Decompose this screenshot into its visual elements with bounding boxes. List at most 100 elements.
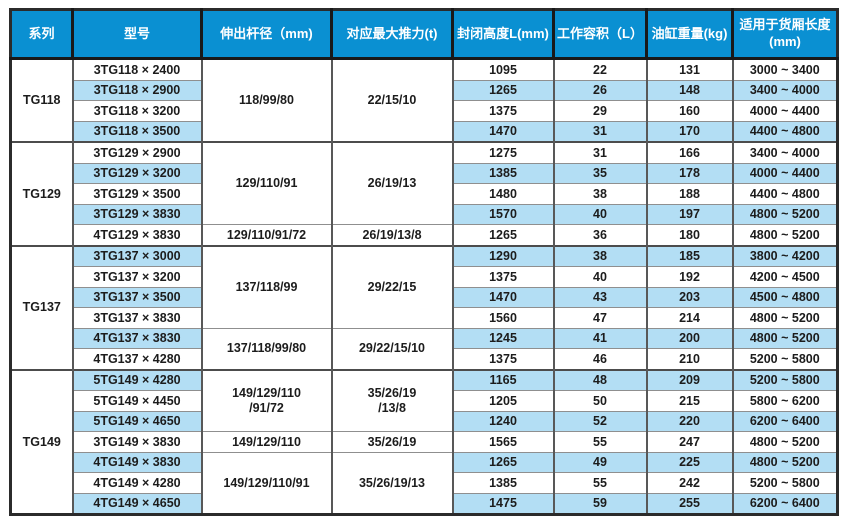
box-length-cell: 5200 ~ 5800: [731, 348, 838, 370]
closed-height-cell: 1265: [451, 451, 554, 473]
col-header-box-length: 适用于货厢长度 (mm): [731, 9, 838, 60]
box-length-cell: 3400 ~ 4000: [731, 141, 838, 163]
model-cell: 3TG149 × 3830: [71, 431, 202, 452]
thrust-cell: 29/22/15: [330, 244, 453, 328]
closed-height-cell: 1470: [451, 120, 554, 142]
working-volume-cell: 36: [552, 224, 647, 246]
closed-height-cell: 1385: [451, 162, 554, 184]
cylinder-weight-cell: 209: [645, 368, 733, 391]
series-cell: TG149: [9, 368, 73, 515]
box-length-cell: 4800 ~ 5200: [731, 431, 838, 452]
thrust-cell: 26/19/13/8: [330, 224, 453, 246]
working-volume-cell: 38: [552, 244, 647, 267]
closed-height-cell: 1560: [451, 307, 554, 328]
model-cell: 5TG149 × 4650: [71, 410, 202, 432]
box-length-cell: 3400 ~ 4000: [731, 79, 838, 101]
model-cell: 3TG137 × 3000: [71, 244, 202, 267]
closed-height-cell: 1265: [451, 224, 554, 246]
working-volume-cell: 35: [552, 162, 647, 184]
working-volume-cell: 40: [552, 203, 647, 225]
col-header-working-volume: 工作容积（L）: [552, 9, 647, 60]
closed-height-cell: 1265: [451, 79, 554, 101]
box-length-cell: 6200 ~ 6400: [731, 410, 838, 432]
closed-height-cell: 1240: [451, 410, 554, 432]
closed-height-cell: 1475: [451, 492, 554, 515]
table-row: 3TG118 × 3200 1375 29 160 4000 ~ 4400: [11, 100, 838, 121]
working-volume-cell: 43: [552, 286, 647, 308]
closed-height-cell: 1095: [451, 57, 554, 80]
closed-height-cell: 1290: [451, 244, 554, 267]
table-row: 4TG137 × 4280 1375 46 210 5200 ~ 5800: [11, 348, 838, 370]
cylinder-weight-cell: 192: [645, 266, 733, 287]
closed-height-cell: 1385: [451, 472, 554, 493]
model-cell: 3TG129 × 3200: [71, 162, 202, 184]
working-volume-cell: 40: [552, 266, 647, 287]
working-volume-cell: 31: [552, 120, 647, 142]
table-row: TG149 5TG149 × 4280 149/129/110 /91/72 35/2…: [9, 368, 838, 515]
box-length-cell: 5800 ~ 6200: [731, 390, 838, 411]
table-row: 3TG129 × 3830 1570 40 197 4800 ~ 5200: [11, 203, 838, 225]
cylinder-weight-cell: 185: [645, 244, 733, 267]
closed-height-cell: 1480: [451, 183, 554, 204]
box-length-cell: 4800 ~ 5200: [731, 451, 838, 473]
closed-height-cell: 1275: [451, 141, 554, 163]
thrust-cell: 35/26/19 /13/8: [330, 368, 453, 432]
working-volume-cell: 50: [552, 390, 647, 411]
col-header-series: 系列: [10, 9, 73, 60]
table-row: 3TG137 × 3200 1375 40 192 4200 ~ 4500: [11, 266, 838, 287]
table-row: 3TG118 × 2900 1265 26 148 3400 ~ 4000: [11, 79, 838, 101]
series-cell: TG118: [9, 57, 73, 142]
cylinder-weight-cell: 188: [645, 183, 733, 204]
model-cell: 3TG129 × 3500: [71, 183, 202, 204]
rod-diameter-cell: 149/129/110 /91/72: [200, 368, 332, 432]
thrust-cell: 29/22/15/10: [330, 327, 453, 370]
model-cell: 4TG149 × 4650: [71, 492, 202, 515]
rod-diameter-cell: 129/110/91: [200, 141, 332, 225]
closed-height-cell: 1165: [451, 368, 554, 391]
table-row: TG118 3TG118 × 2400 118/99/80 22/15/10 1095 2…: [9, 57, 838, 142]
box-length-cell: 4400 ~ 4800: [731, 183, 838, 204]
table-row: TG129 3TG129 × 2900 129/110/91 26/19/13 1275…: [9, 141, 838, 246]
box-length-cell: 4800 ~ 5200: [731, 307, 838, 328]
thrust-cell: 35/26/19/13: [330, 451, 453, 515]
table-row: 5TG149 × 4450 1205 50 215 5800 ~ 6200: [11, 390, 838, 411]
table-row: 4TG149 × 4650 1475 59 255 6200 ~ 6400: [11, 492, 838, 515]
table-row: 3TG118 × 3500 1470 31 170 4400 ~ 4800: [11, 120, 838, 142]
closed-height-cell: 1205: [451, 390, 554, 411]
working-volume-cell: 31: [552, 141, 647, 163]
cylinder-weight-cell: 247: [645, 431, 733, 452]
box-length-cell: 4800 ~ 5200: [731, 327, 838, 349]
working-volume-cell: 41: [552, 327, 647, 349]
cylinder-weight-cell: 166: [645, 141, 733, 163]
model-cell: 3TG118 × 2900: [71, 79, 202, 101]
table-row: 4TG149 × 4280 1385 55 242 5200 ~ 5800: [11, 472, 838, 493]
working-volume-cell: 55: [552, 431, 647, 452]
box-length-cell: 5200 ~ 5800: [731, 472, 838, 493]
model-cell: 4TG149 × 3830: [71, 451, 202, 473]
cylinder-weight-cell: 242: [645, 472, 733, 493]
model-cell: 4TG137 × 4280: [71, 348, 202, 370]
box-length-cell: 3800 ~ 4200: [731, 244, 838, 267]
model-cell: 3TG129 × 2900: [71, 141, 202, 163]
working-volume-cell: 47: [552, 307, 647, 328]
table-row: 3TG129 × 3500 1480 38 188 4400 ~ 4800: [11, 183, 838, 204]
rod-diameter-cell: 118/99/80: [200, 57, 332, 142]
box-length-cell: 4400 ~ 4800: [731, 120, 838, 142]
closed-height-cell: 1245: [451, 327, 554, 349]
closed-height-cell: 1375: [451, 100, 554, 121]
col-header-model: 型号: [71, 9, 202, 60]
model-cell: 5TG149 × 4280: [71, 368, 202, 391]
series-cell: TG137: [9, 244, 73, 370]
col-header-max-thrust: 对应最大推力(t): [330, 9, 453, 60]
cylinder-weight-cell: 160: [645, 100, 733, 121]
header-row: 系列 型号 伸出杆径（mm) 对应最大推力(t) 封闭高度L(mm) 工作容积（…: [10, 9, 838, 60]
cylinder-weight-cell: 131: [645, 57, 733, 80]
table-row: TG137 3TG137 × 3000 137/118/99 29/22/15 1290…: [9, 244, 838, 370]
thrust-cell: 35/26/19: [330, 431, 453, 452]
working-volume-cell: 48: [552, 368, 647, 391]
model-cell: 5TG149 × 4450: [71, 390, 202, 411]
table-row: 4TG137 × 3830 137/118/99/80 29/22/15/10 124…: [11, 327, 838, 370]
rod-diameter-cell: 129/110/91/72: [200, 224, 332, 246]
table-row: 3TG149 × 3830 149/129/110 35/26/19 1565 55 24…: [11, 431, 838, 452]
box-length-cell: 4800 ~ 5200: [731, 203, 838, 225]
